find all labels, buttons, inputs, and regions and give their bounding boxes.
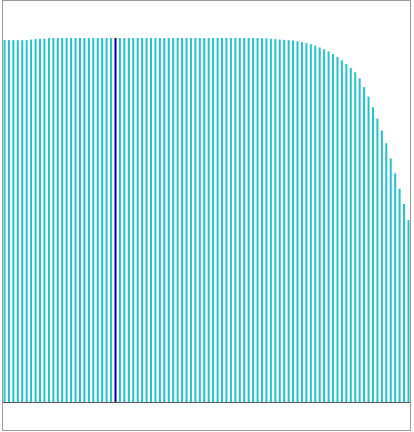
- bars-group: [3, 38, 410, 402]
